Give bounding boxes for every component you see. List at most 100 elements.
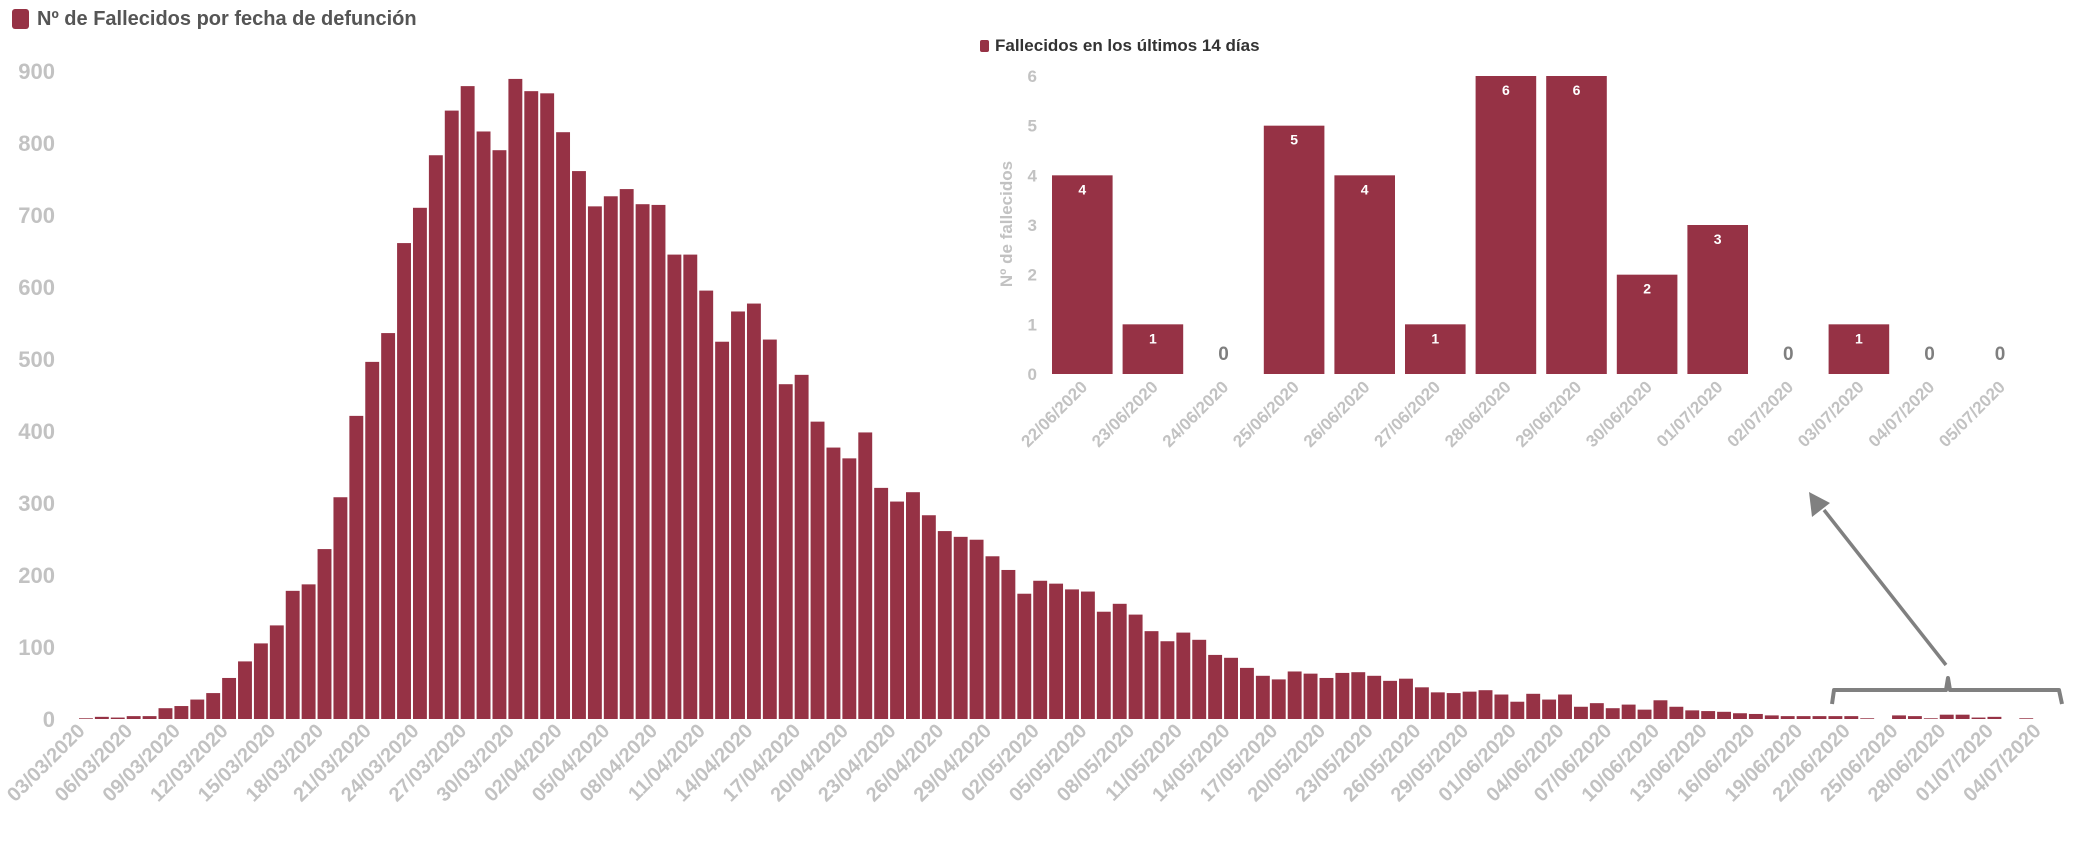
bar	[810, 421, 825, 719]
bar	[1542, 699, 1557, 719]
inset-bar-value-label: 0	[1924, 344, 1935, 365]
bar	[2019, 718, 2034, 719]
bar	[1860, 718, 1875, 719]
bar	[1510, 701, 1525, 719]
bar	[540, 93, 555, 719]
inset-x-tick-label: 30/06/2020	[1582, 377, 1656, 451]
bar	[190, 699, 205, 719]
bar	[874, 487, 889, 719]
y-tick-label: 400	[18, 419, 55, 444]
bar	[1828, 716, 1843, 719]
bar	[397, 243, 411, 719]
y-tick-label: 500	[18, 347, 55, 372]
bar	[285, 590, 300, 719]
inset-bar-value-label: 0	[1783, 344, 1794, 365]
bar	[1589, 703, 1604, 719]
bar	[1080, 591, 1095, 719]
bar	[1685, 710, 1700, 719]
bar	[1017, 593, 1032, 719]
bar	[1764, 715, 1779, 719]
bar	[1939, 714, 1954, 719]
inset-bar-value-label: 6	[1573, 82, 1581, 98]
main-legend-swatch	[12, 9, 29, 29]
y-tick-label: 700	[18, 203, 55, 228]
bar	[953, 536, 968, 719]
bar	[587, 206, 602, 720]
bar	[778, 384, 793, 719]
bar	[1049, 583, 1064, 719]
inset-y-tick-label: 5	[1028, 117, 1037, 136]
inset-x-tick-label: 02/07/2020	[1724, 377, 1798, 451]
bar	[476, 131, 491, 720]
bar	[1430, 692, 1445, 719]
inset-legend-swatch	[980, 40, 989, 52]
bar	[1907, 716, 1922, 719]
bar	[492, 150, 507, 719]
bar	[1526, 693, 1541, 719]
bar	[1224, 657, 1238, 719]
inset-bar	[1334, 175, 1395, 374]
inset-bar-value-label: 1	[1431, 330, 1439, 346]
bar	[333, 497, 348, 719]
bar	[1303, 673, 1318, 719]
inset-x-tick-label: 24/06/2020	[1159, 377, 1233, 451]
bar	[110, 717, 125, 719]
main-chart-legend: Nº de Fallecidos por fecha de defunción	[12, 6, 417, 32]
y-tick-label: 300	[18, 491, 55, 516]
bar	[1271, 679, 1286, 719]
inset-chart-legend: Fallecidos en los últimos 14 días	[980, 36, 1260, 56]
bar	[301, 584, 316, 719]
bar	[1160, 641, 1175, 719]
inset-bar-value-label: 5	[1290, 132, 1298, 148]
inset-bar-value-label: 0	[1218, 344, 1229, 365]
bar	[556, 132, 571, 719]
bar	[1287, 671, 1302, 719]
bar	[365, 361, 380, 719]
inset-x-tick-label: 25/06/2020	[1229, 377, 1303, 451]
inset-bar	[1687, 225, 1748, 374]
bar	[1844, 716, 1859, 719]
bar	[890, 501, 904, 719]
inset-y-tick-label: 0	[1028, 365, 1037, 384]
inset-x-tick-label: 23/06/2020	[1088, 377, 1162, 451]
bar	[906, 492, 920, 719]
bar	[572, 171, 586, 719]
bar	[731, 311, 745, 719]
bar	[1239, 667, 1254, 719]
inset-x-tick-label: 29/06/2020	[1512, 377, 1586, 451]
inset-bar	[1052, 175, 1113, 374]
inset-y-tick-label: 6	[1028, 67, 1037, 86]
bar	[1955, 714, 1970, 719]
inset-bar-value-label: 3	[1714, 231, 1722, 247]
inset-bar-value-label: 2	[1643, 281, 1651, 297]
bar	[1144, 631, 1159, 719]
bar	[1621, 704, 1636, 719]
bar	[699, 290, 714, 719]
bar	[444, 110, 459, 720]
bar	[1351, 672, 1366, 719]
bar	[937, 531, 952, 719]
bar	[1701, 711, 1716, 719]
bar	[269, 625, 284, 719]
zoom-annotation	[1809, 492, 2064, 705]
bar	[921, 515, 936, 719]
bar	[1796, 716, 1811, 719]
bar	[1748, 713, 1763, 719]
bar	[1383, 680, 1398, 719]
bar	[715, 341, 730, 719]
inset-x-tick-label: 01/07/2020	[1653, 377, 1727, 451]
bar	[142, 716, 157, 719]
inset-x-tick-label: 28/06/2020	[1441, 377, 1515, 451]
y-tick-label: 600	[18, 275, 55, 300]
inset-y-tick-label: 3	[1028, 216, 1037, 235]
bar	[1367, 675, 1382, 719]
bar	[158, 708, 173, 719]
bar	[1987, 716, 2002, 719]
arrowhead-icon	[1809, 492, 1830, 517]
bar	[381, 333, 396, 719]
bar	[1780, 716, 1795, 719]
bar	[1923, 718, 1938, 719]
bar	[1096, 611, 1111, 719]
inset-bar	[1122, 324, 1184, 374]
